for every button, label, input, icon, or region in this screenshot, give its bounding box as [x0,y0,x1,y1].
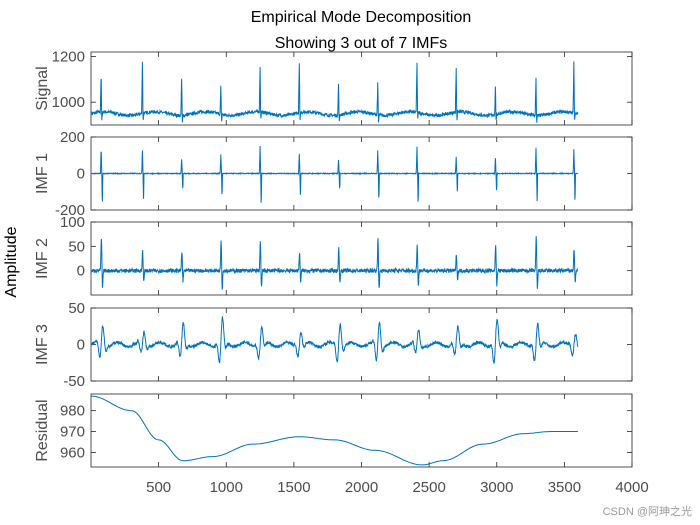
y-tick-label: 50 [68,238,85,255]
y-tick-label: 960 [60,444,85,461]
axes-box [90,307,633,382]
panel-imf-2: 0 50 100 IMF 2 [34,214,633,296]
panel-ylabel: IMF 1 [34,153,51,194]
y-tick-label: 0 [77,337,85,354]
x-tick-label: 3000 [480,479,513,496]
y-tick-label: 980 [60,403,85,420]
series-line [91,316,579,365]
axes-box [90,393,633,468]
panel-imf-1: -200 0 200 IMF 1 [34,129,633,219]
panel-ylabel: Signal [34,66,51,110]
series-line [91,395,578,466]
x-tick-label: 3500 [548,479,581,496]
y-axis-label: Amplitude [3,226,20,297]
panel-ylabel: IMF 3 [34,324,51,365]
y-tick-label: 100 [60,214,85,231]
series-line [91,61,579,123]
chart-title: Empirical Mode Decomposition [251,9,472,26]
panel-residual: 960 970 980 Residual [34,393,633,468]
y-tick-label: 0 [77,263,85,280]
watermark: CSDN @阿珅之光 [602,506,692,518]
x-tick-label: 4000 [615,479,648,496]
series-line [91,145,579,203]
panel-ylabel: Residual [34,399,51,461]
y-tick-label: 200 [60,129,85,146]
y-tick-label: -50 [63,373,85,390]
y-tick-label: 0 [77,166,85,183]
panel-ylabel: IMF 2 [34,238,51,279]
y-tick-label: 1000 [52,94,85,111]
x-tick-label: 2000 [345,479,378,496]
y-tick-label: 970 [60,424,85,441]
panel-imf-3: -50 0 50 IMF 3 [34,300,633,390]
x-tick-label: 1500 [277,479,310,496]
chart-subtitle: Showing 3 out of 7 IMFs [275,35,448,52]
x-tick-label: 2500 [412,479,445,496]
series-line [91,236,579,290]
y-tick-label: 50 [68,300,85,317]
y-tick-label: 1200 [52,49,85,66]
axes-box [90,221,633,296]
x-tick-label: 1000 [210,479,243,496]
y-tick-label: -200 [55,202,85,219]
x-tick-label: 500 [146,479,171,496]
